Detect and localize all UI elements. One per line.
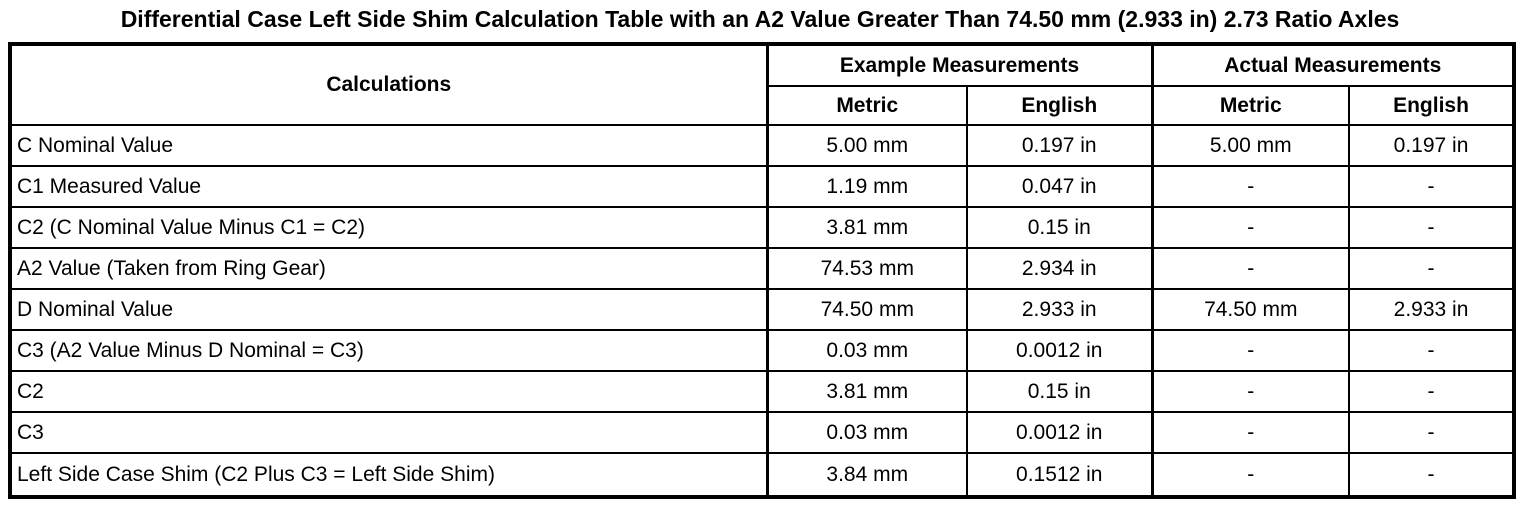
- table-row: A2 Value (Taken from Ring Gear) 74.53 mm…: [9, 247, 1516, 290]
- table-row: C2 (C Nominal Value Minus C1 = C2) 3.81 …: [9, 206, 1516, 249]
- table-row: D Nominal Value 74.50 mm 2.933 in 74.50 …: [9, 288, 1516, 331]
- header-example-english: English: [966, 85, 1153, 126]
- cell-actual-english: -: [1347, 206, 1516, 249]
- cell-example-english: 0.0012 in: [966, 329, 1153, 372]
- cell-example-metric: 74.53 mm: [765, 247, 968, 290]
- shim-calculation-table: Calculations Example Measurements Actual…: [8, 42, 1517, 499]
- cell-actual-metric: -: [1150, 370, 1350, 413]
- cell-example-metric: 5.00 mm: [765, 124, 968, 167]
- row-label: C Nominal Value: [9, 124, 768, 167]
- table-row: Left Side Case Shim (C2 Plus C3 = Left S…: [9, 452, 1516, 498]
- cell-example-metric: 3.84 mm: [765, 452, 968, 498]
- row-label: Left Side Case Shim (C2 Plus C3 = Left S…: [9, 452, 768, 498]
- cell-example-metric: 74.50 mm: [765, 288, 968, 331]
- cell-example-metric: 3.81 mm: [765, 370, 968, 413]
- header-calculations: Calculations: [9, 43, 768, 126]
- header-actual-measurements: Actual Measurements: [1150, 43, 1516, 87]
- cell-actual-english: -: [1347, 452, 1516, 498]
- header-actual-metric: Metric: [1150, 85, 1350, 126]
- table-body: C Nominal Value 5.00 mm 0.197 in 5.00 mm…: [9, 124, 1516, 498]
- cell-example-metric: 0.03 mm: [765, 411, 968, 454]
- cell-example-english: 0.047 in: [966, 165, 1153, 208]
- row-label: C2: [9, 370, 768, 413]
- cell-example-english: 2.934 in: [966, 247, 1153, 290]
- cell-example-english: 2.933 in: [966, 288, 1153, 331]
- header-unit-row: Metric English Metric English: [10, 85, 1516, 126]
- row-label: D Nominal Value: [9, 288, 768, 331]
- row-label: C1 Measured Value: [9, 165, 768, 208]
- table-row: C3 (A2 Value Minus D Nominal = C3) 0.03 …: [9, 329, 1516, 372]
- header-example-measurements: Example Measurements: [765, 43, 1153, 87]
- cell-actual-english: -: [1347, 411, 1516, 454]
- cell-actual-metric: -: [1150, 452, 1350, 498]
- page-title: Differential Case Left Side Shim Calcula…: [120, 6, 1400, 32]
- cell-actual-metric: -: [1150, 247, 1350, 290]
- cell-example-english: 0.197 in: [966, 124, 1153, 167]
- table-row: C1 Measured Value 1.19 mm 0.047 in - -: [9, 165, 1516, 208]
- table-header: Calculations Example Measurements Actual…: [9, 43, 1516, 126]
- row-label: C3 (A2 Value Minus D Nominal = C3): [9, 329, 768, 372]
- cell-example-metric: 3.81 mm: [765, 206, 968, 249]
- cell-actual-metric: -: [1150, 165, 1350, 208]
- cell-actual-english: 0.197 in: [1347, 124, 1516, 167]
- cell-example-english: 0.1512 in: [966, 452, 1153, 498]
- table-row: C3 0.03 mm 0.0012 in - -: [9, 411, 1516, 454]
- cell-actual-english: -: [1347, 329, 1516, 372]
- cell-example-english: 0.15 in: [966, 206, 1153, 249]
- cell-actual-metric: -: [1150, 411, 1350, 454]
- row-label: C3: [9, 411, 768, 454]
- cell-actual-metric: -: [1150, 206, 1350, 249]
- cell-actual-metric: 5.00 mm: [1150, 124, 1350, 167]
- header-example-metric: Metric: [765, 85, 968, 126]
- table-row: C2 3.81 mm 0.15 in - -: [9, 370, 1516, 413]
- cell-example-english: 0.15 in: [966, 370, 1153, 413]
- cell-actual-english: -: [1347, 370, 1516, 413]
- cell-actual-english: 2.933 in: [1347, 288, 1516, 331]
- cell-actual-metric: 74.50 mm: [1150, 288, 1350, 331]
- header-group-row: Calculations Example Measurements Actual…: [9, 43, 1516, 126]
- cell-actual-english: -: [1347, 165, 1516, 208]
- header-actual-english: English: [1347, 85, 1516, 126]
- cell-example-metric: 0.03 mm: [765, 329, 968, 372]
- row-label: C2 (C Nominal Value Minus C1 = C2): [9, 206, 768, 249]
- cell-actual-english: -: [1347, 247, 1516, 290]
- cell-example-metric: 1.19 mm: [765, 165, 968, 208]
- row-label: A2 Value (Taken from Ring Gear): [9, 247, 768, 290]
- cell-actual-metric: -: [1150, 329, 1350, 372]
- table-row: C Nominal Value 5.00 mm 0.197 in 5.00 mm…: [9, 124, 1516, 167]
- cell-example-english: 0.0012 in: [966, 411, 1153, 454]
